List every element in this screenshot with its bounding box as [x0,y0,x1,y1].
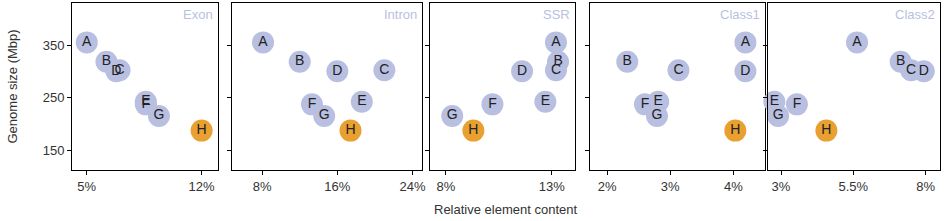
svg-text:24%: 24% [400,179,426,194]
svg-text:13%: 13% [539,179,565,194]
svg-text:D: D [740,62,750,78]
svg-text:E: E [541,92,550,108]
svg-text:E: E [357,92,366,108]
svg-text:H: H [821,121,831,137]
svg-text:B: B [295,52,304,68]
svg-text:G: G [773,106,784,122]
svg-text:B: B [623,52,632,68]
svg-text:C: C [906,61,916,77]
svg-text:Exon: Exon [183,7,213,22]
svg-text:Relative element content: Relative element content [434,202,577,217]
svg-text:Class2: Class2 [895,7,935,22]
svg-text:G: G [319,106,330,122]
svg-text:F: F [641,95,650,111]
svg-text:12%: 12% [189,179,215,194]
svg-text:D: D [919,62,929,78]
svg-text:F: F [142,95,151,111]
svg-text:B: B [553,52,562,68]
svg-text:150: 150 [43,143,65,158]
svg-text:C: C [115,61,125,77]
svg-text:SSR: SSR [543,7,570,22]
svg-text:G: G [153,106,164,122]
svg-text:3%: 3% [661,179,680,194]
svg-text:4%: 4% [724,179,743,194]
svg-text:D: D [111,62,121,78]
svg-text:B: B [102,52,111,68]
svg-text:F: F [488,95,497,111]
svg-text:C: C [551,61,561,77]
svg-text:16%: 16% [324,179,350,194]
svg-text:H: H [197,121,207,137]
svg-text:350: 350 [43,38,65,53]
svg-text:250: 250 [43,90,65,105]
svg-text:G: G [652,106,663,122]
svg-text:3%: 3% [772,179,791,194]
svg-text:A: A [852,33,862,49]
svg-text:A: A [258,33,268,49]
svg-text:8%: 8% [253,179,272,194]
svg-text:8%: 8% [436,179,455,194]
svg-text:5.5%: 5.5% [838,179,868,194]
svg-text:Intron: Intron [384,7,417,22]
svg-text:G: G [447,106,458,122]
svg-text:A: A [82,33,92,49]
svg-text:B: B [896,52,905,68]
svg-text:Class1: Class1 [720,7,760,22]
svg-text:C: C [379,61,389,77]
svg-text:H: H [730,121,740,137]
svg-text:H: H [468,121,478,137]
svg-text:A: A [741,33,751,49]
svg-text:D: D [517,62,527,78]
svg-text:C: C [673,61,683,77]
svg-text:Genome size (Mbp): Genome size (Mbp) [5,29,20,143]
svg-text:5%: 5% [77,179,96,194]
svg-text:H: H [345,121,355,137]
svg-text:F: F [793,95,802,111]
svg-text:E: E [770,92,779,108]
svg-text:D: D [332,62,342,78]
svg-text:F: F [308,95,317,111]
svg-text:E: E [654,92,663,108]
svg-text:A: A [551,33,561,49]
svg-text:E: E [141,92,150,108]
svg-text:2%: 2% [598,179,617,194]
svg-text:8%: 8% [916,179,935,194]
